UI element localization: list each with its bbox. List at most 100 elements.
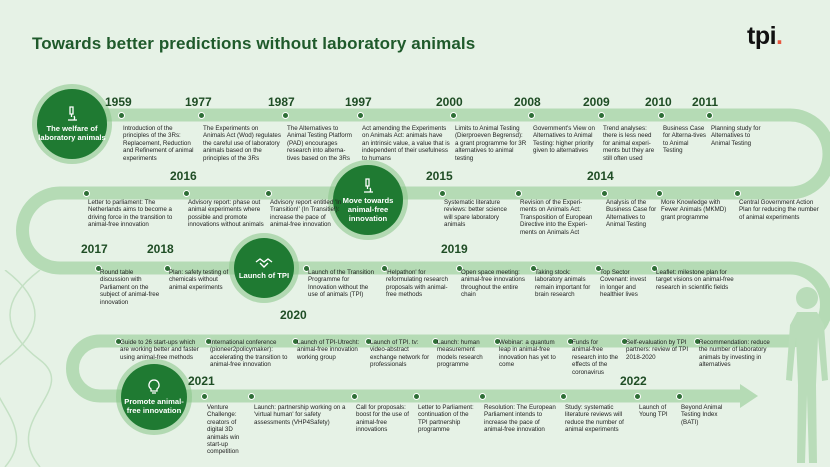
logo-dot: . <box>776 22 783 50</box>
event-helpathon: 'Helpathon' for reformulating research p… <box>386 269 448 299</box>
marker <box>183 190 190 197</box>
year-2022: 2022 <box>620 374 647 388</box>
marker <box>118 112 125 119</box>
event-study: Study: systematic literature reviews wil… <box>565 404 624 434</box>
marker <box>164 265 171 272</box>
marker <box>248 393 255 400</box>
marker <box>450 112 457 119</box>
year-2009: 2009 <box>583 95 610 109</box>
marker <box>201 393 208 400</box>
marker <box>560 393 567 400</box>
event-business-analysis: Analysis of the Business Case for Altern… <box>606 199 657 229</box>
event-venture-challenge: Venture Challenge: creators of digital 3… <box>207 404 240 456</box>
logo-text: tpi <box>747 22 777 50</box>
event-international-conference: International conference (pioneer2policy… <box>210 339 288 369</box>
marker <box>83 190 90 197</box>
event-systematic-reviews: Systematic literature reviews: better sc… <box>444 199 507 229</box>
year-2014: 2014 <box>587 169 614 183</box>
marker <box>198 112 205 119</box>
event-human-models: Launch: human measurement models researc… <box>437 339 483 369</box>
marker <box>456 265 463 272</box>
handshake-icon <box>255 257 273 268</box>
event-letter-continuation: Letter to Parliament: continuation of th… <box>418 404 474 434</box>
year-2017: 2017 <box>81 242 108 256</box>
year-2015: 2015 <box>426 169 453 183</box>
milestone-move: Move towards animal-free innovation <box>333 165 403 235</box>
microscope-icon <box>364 177 373 193</box>
marker <box>598 112 605 119</box>
marker <box>515 190 522 197</box>
milestone-launch-label: Launch of TPI <box>238 270 290 280</box>
marker <box>528 112 535 119</box>
year-2011: 2011 <box>692 95 719 109</box>
year-1987: 1987 <box>268 95 295 109</box>
year-2000: 2000 <box>436 95 463 109</box>
marker <box>365 338 372 345</box>
marker <box>205 338 212 345</box>
event-tpi-tv: Launch of TPI. tv: video-abstract exchan… <box>370 339 430 369</box>
marker <box>595 265 602 272</box>
marker <box>95 265 102 272</box>
event-webinar: Webinar: a quantum leap in animal-free i… <box>499 339 556 369</box>
milestone-promote: Promote animal-free innovation <box>121 364 187 430</box>
event-top-sector: Top Sector Covenant: invest in longer an… <box>600 269 647 299</box>
event-safety-plan: Plan: safety testing of chemicals withou… <box>169 269 229 291</box>
event-mkmd-programme: More Knowledge with Fewer Animals (MKMD)… <box>661 199 727 221</box>
marker <box>530 265 537 272</box>
event-letter-parliament: Letter to parliament: The Netherlands ai… <box>88 199 173 229</box>
marker <box>676 393 683 400</box>
event-1987: The Alternatives to Animal Testing Platf… <box>287 125 352 162</box>
marker <box>601 190 608 197</box>
lightbulb-icon <box>148 379 160 394</box>
event-2008: Government's View on Alternatives to Ani… <box>533 125 595 155</box>
event-startup-guide: Guide to 26 start-ups which are working … <box>120 339 199 361</box>
event-tpi-launch: Launch of the Transition Programme for I… <box>308 269 375 299</box>
marker <box>413 393 420 400</box>
event-eu-resolution: Resolution: The European Parliament inte… <box>484 404 556 434</box>
marker <box>303 265 310 272</box>
event-recommendation: Recommendation: reduce the number of lab… <box>699 339 770 369</box>
marker <box>351 393 358 400</box>
event-corona-funds: Funds for animal-free research into the … <box>572 339 619 376</box>
marker <box>694 338 701 345</box>
marker <box>494 338 501 345</box>
year-2008: 2008 <box>514 95 541 109</box>
dna-helix-decoration <box>0 270 53 467</box>
marker <box>357 112 364 119</box>
event-round-table: Round table discussion with Parliament o… <box>100 269 160 306</box>
milestone-move-label: Move towards animal-free innovation <box>342 195 394 223</box>
milestone-welfare-label: The welfare of laboratory animals <box>38 124 106 142</box>
year-2018: 2018 <box>147 242 174 256</box>
milestone-launch: Launch of TPI <box>234 238 294 298</box>
marker <box>658 112 665 119</box>
event-advisory-in-transition: Advisory report entitled 'In Transition!… <box>270 199 342 229</box>
event-action-plan: Central Government Action Plan for reduc… <box>739 199 819 221</box>
event-1959: Introduction of the principles of the 3R… <box>123 125 194 162</box>
year-1959: 1959 <box>105 95 132 109</box>
year-1977: 1977 <box>185 95 212 109</box>
event-open-space: Open space meeting: animal-free innovati… <box>461 269 525 299</box>
marker <box>115 338 122 345</box>
milestone-promote-label: Promote animal-free innovation <box>124 397 184 415</box>
marker <box>282 112 289 119</box>
year-2020: 2020 <box>280 308 307 322</box>
milestone-welfare: The welfare of laboratory animals <box>37 89 107 159</box>
event-call-proposals: Call for proposals: boost for the use of… <box>356 404 409 434</box>
marker <box>567 338 574 345</box>
year-2019: 2019 <box>441 242 468 256</box>
marker <box>265 190 272 197</box>
marker <box>706 112 713 119</box>
event-2010: Business Case for Alterna-tives to Anima… <box>663 125 706 155</box>
marker <box>479 393 486 400</box>
marker <box>634 393 641 400</box>
event-2011: Planning study for Alternatives to Anima… <box>711 125 761 147</box>
marker <box>656 190 663 197</box>
year-2016: 2016 <box>170 169 197 183</box>
year-1997: 1997 <box>345 95 372 109</box>
marker <box>432 338 439 345</box>
year-2021: 2021 <box>188 374 215 388</box>
event-young-tpi: Launch of Young TPI <box>639 404 668 419</box>
event-taking-stock: Taking stock: laboratory animals remain … <box>535 269 591 299</box>
marker <box>651 265 658 272</box>
